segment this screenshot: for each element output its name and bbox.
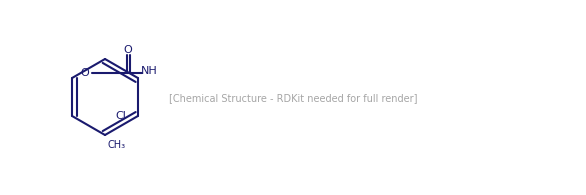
Text: [Chemical Structure - RDKit needed for full render]: [Chemical Structure - RDKit needed for f… (169, 93, 417, 103)
Text: Cl: Cl (115, 111, 126, 121)
Text: NH: NH (141, 66, 158, 76)
Text: O: O (81, 68, 90, 78)
Text: CH₃: CH₃ (107, 140, 125, 150)
Text: O: O (124, 45, 132, 55)
